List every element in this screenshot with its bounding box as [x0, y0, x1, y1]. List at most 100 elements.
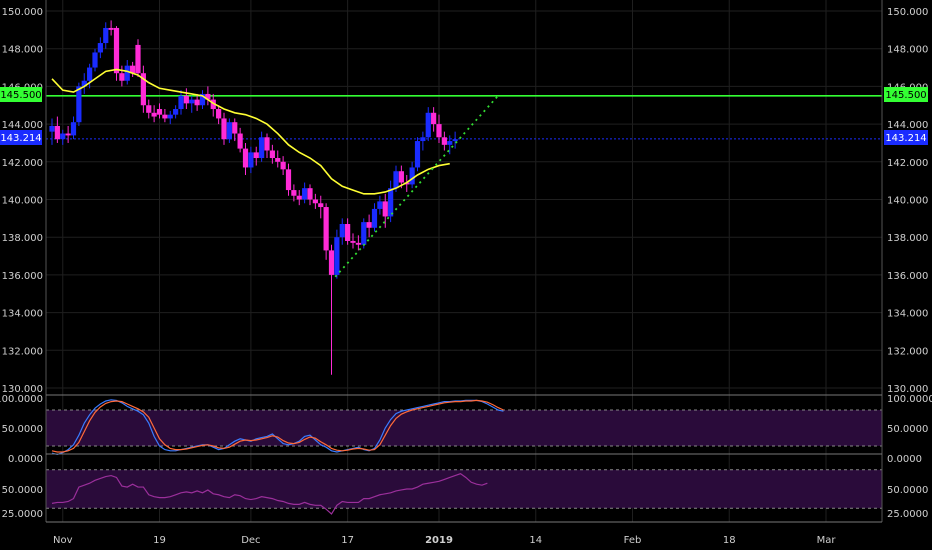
price-tick-label-right: 142.000 [887, 158, 928, 169]
candle-body-up [420, 137, 426, 142]
candle-body-up [393, 171, 399, 189]
candle-body-up [425, 112, 431, 138]
candle-body-up [60, 133, 66, 140]
time-tick-label: Dec [241, 535, 260, 546]
rsi-tick-label-left: 25.0000 [2, 509, 43, 520]
candle-body-up [414, 141, 421, 168]
time-tick-label: 17 [341, 535, 354, 546]
price-tick-label-left: 130.000 [2, 384, 43, 395]
candle-body-up [76, 86, 82, 123]
candle-body-down [205, 93, 211, 100]
candle-body-down [285, 169, 292, 191]
candle-body-down [146, 105, 152, 113]
price-tick-label-right: 138.000 [887, 233, 928, 244]
candle-body-down [194, 99, 200, 106]
candle-body-up [92, 52, 98, 68]
candle-body-up [103, 27, 109, 44]
candle-body-down [135, 44, 141, 74]
candle-body-down [140, 73, 146, 106]
price-tick-label-left: 142.000 [2, 158, 43, 169]
candle-body-down [307, 188, 313, 200]
price-tick-label-left: 136.000 [2, 271, 43, 282]
candle-body-up [167, 114, 173, 119]
stochastic-tick-label-left: 0.0000 [8, 454, 43, 465]
candle-body-up [259, 137, 265, 159]
candle-body-up [302, 188, 308, 200]
candle-body-down [183, 95, 189, 104]
candle-body-down [232, 122, 238, 134]
candle-body-down [291, 190, 297, 196]
time-tick-label: 2019 [425, 535, 453, 546]
price-tick-label-left: 148.000 [2, 45, 43, 56]
candle-body-down [355, 242, 361, 245]
time-tick-label: 19 [153, 535, 166, 546]
time-tick-label: Feb [624, 535, 642, 546]
rsi-tick-label-right: 50.0000 [887, 485, 928, 496]
candle-body-up [248, 152, 254, 168]
rsi-tick-label-left: 50.0000 [2, 485, 43, 496]
time-tick-label: Mar [817, 535, 837, 546]
price-tick-label-right: 132.000 [887, 346, 928, 357]
candle-body-down [242, 148, 249, 168]
time-tick-label: 14 [529, 535, 542, 546]
candle-body-up [339, 224, 345, 238]
time-tick-label: 18 [723, 535, 736, 546]
resistance-label-right-bg [884, 87, 928, 102]
candle-body-up [49, 125, 55, 132]
candle-body-down [436, 124, 442, 138]
rsi-line [51, 472, 488, 515]
candle-body-up [377, 201, 383, 209]
candle-body-down [312, 199, 318, 204]
candle-body-up [173, 109, 179, 115]
candle-body-down [441, 137, 447, 145]
candle-body-down [54, 125, 60, 140]
candle-body-up [452, 139, 458, 142]
price-tick-label-right: 144.000 [887, 120, 928, 131]
candle-body-down [431, 112, 437, 125]
candle-body-down [221, 118, 227, 140]
price-tick-label-left: 132.000 [2, 346, 43, 357]
candle-body-up [97, 43, 103, 53]
candle-body-down [404, 182, 410, 185]
candle-body-up [124, 65, 130, 81]
current-price-label-left: 143.214 [0, 133, 41, 144]
candle-body-down [318, 203, 324, 208]
candle-body-down [398, 171, 404, 183]
candle-body-down [275, 158, 281, 162]
candle-body-down [366, 222, 372, 228]
candle-body-up [81, 80, 87, 87]
stochastic-tick-label-right: 50.0000 [887, 424, 928, 435]
candle-body-up [178, 95, 184, 110]
candle-body-down [130, 65, 136, 74]
candle-body-up [371, 208, 378, 228]
candle-body-down [210, 99, 216, 110]
candle-body-down [119, 73, 125, 81]
candle-body-down [216, 109, 222, 119]
candle-body-down [323, 207, 329, 251]
stochastic-pane[interactable] [46, 399, 882, 456]
support-trendline [334, 93, 501, 278]
price-tick-label-right: 130.000 [887, 384, 928, 395]
candle-body-up [334, 237, 340, 275]
candle-body-up [447, 141, 453, 145]
candle-body-down [156, 109, 163, 115]
candle-body-up [388, 188, 394, 217]
stochastic-band [46, 410, 882, 446]
candle-body-down [328, 250, 335, 275]
price-tick-label-left: 134.000 [2, 309, 43, 320]
stochastic-tick-label-left: 50.0000 [2, 424, 43, 435]
candle-body-down [253, 152, 259, 159]
candle-body-down [162, 114, 168, 119]
price-tick-label-left: 140.000 [2, 196, 43, 207]
price-pane[interactable] [46, 20, 882, 375]
candle-body-down [382, 201, 388, 217]
price-tick-label-right: 150.000 [887, 7, 928, 18]
candle-body-up [189, 99, 195, 104]
candle-body-down [151, 112, 157, 117]
moving-average-line [51, 68, 450, 195]
rsi-pane[interactable] [46, 469, 882, 515]
resistance-label-right: 145.500 [885, 90, 926, 101]
resistance-label-left: 145.500 [0, 90, 41, 101]
stochastic-d-line [51, 399, 504, 453]
